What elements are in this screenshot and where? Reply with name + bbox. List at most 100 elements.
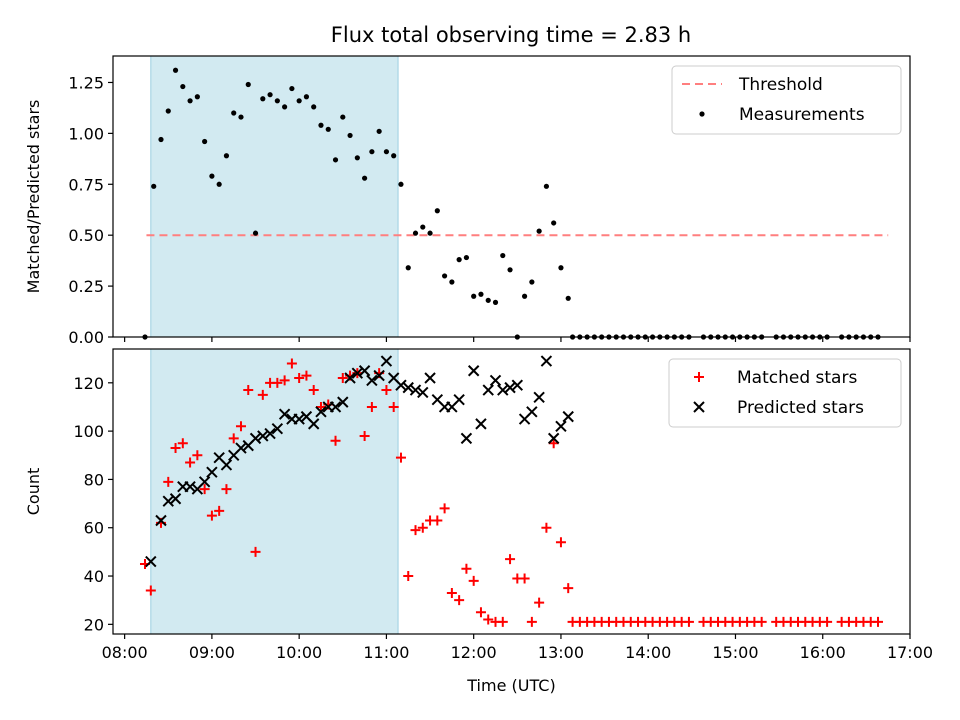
y-tick-label: 0.50 [68,226,104,245]
measurement-point [172,67,179,73]
predicted-star-point [351,367,364,379]
measurement-point [289,85,295,92]
matched-star-point [199,484,210,495]
measurement-point [151,183,157,189]
measurement-point [441,273,448,279]
matched-star-point [417,522,428,533]
matched-star-point [548,438,559,449]
measurement-point [274,98,280,104]
matched-star-point [683,616,694,627]
measurement-point [521,293,528,299]
measurement-point [267,92,273,98]
measurement-point [376,128,382,134]
measurement-point [231,110,237,116]
x-tick-label: 14:00 [625,643,671,662]
predicted-star-point [293,413,305,425]
measurement-point [296,98,302,104]
matched-star-point [235,421,246,432]
legend-entry-label: Predicted stars [737,398,864,418]
measurement-point [238,114,244,120]
legend-box [668,358,902,428]
matched-star-point [822,616,833,627]
y-tick-label: 1.00 [68,124,104,143]
x-tick-label: 17:00 [887,643,933,662]
predicted-star-point [424,372,436,384]
measurement-point [391,153,397,159]
predicted-star-point [482,384,494,396]
y-tick-label: 120 [73,374,104,393]
measurement-point [558,265,564,271]
measurement-point [158,136,164,143]
matched-star-point [272,377,283,388]
measurement-point [463,254,470,261]
matched-star-point [403,571,414,582]
measurement-point [325,126,331,132]
predicted-star-point [533,391,545,404]
predicted-star-point [380,355,393,367]
legend-entry-label: Matched stars [737,368,857,388]
observing-window-shade [150,55,399,338]
predicted-star-point [562,410,574,423]
measurement-point [420,224,426,230]
predicted-star-point [271,422,284,435]
measurement-point [478,291,484,297]
predicted-star-point [504,381,516,394]
x-tick-label: 16:00 [800,643,846,662]
predicted-star-point [540,355,553,367]
legend-matched-handle [694,372,704,382]
predicted-star-point [220,459,233,471]
measurement-point [311,104,317,110]
chart-title: Flux total observing time = 2.83 h [331,23,691,47]
measurement-point [303,94,310,100]
matched-star-point [395,452,406,463]
bottom-legend: Matched stars Predicted stars [668,358,902,428]
predicted-star-point [467,365,480,377]
predicted-star-point [257,430,269,442]
matched-star-point [519,573,530,584]
measurement-point [260,96,266,102]
legend-box [671,65,902,135]
matched-star-point [526,616,537,627]
matched-star-point [308,385,319,396]
top-axes-frame [112,55,911,338]
measurement-point [202,138,208,145]
x-tick-label: 13:00 [538,643,584,662]
matched-star-point [563,583,574,594]
matched-star-point [505,554,516,565]
matched-star-point [541,522,552,533]
matched-star-point [359,430,370,441]
matched-star-point [468,575,479,586]
measurement-point [165,108,171,114]
predicted-star-point [344,372,356,384]
matched-star-point [294,372,305,383]
x-tick-label: 12:00 [451,643,497,662]
x-tick-label: 11:00 [363,643,409,662]
predicted-star-point [206,466,218,478]
predicted-star-point [489,374,502,387]
matched-star-point [366,401,377,412]
y-axis-label: Matched/Predicted stars [24,100,43,294]
measurement-point [354,155,360,161]
matched-star-point [145,585,156,596]
measurement-point [529,279,535,285]
measurement-point [507,267,513,273]
matched-star-point [461,563,472,574]
predicted-star-point [373,369,385,382]
matched-star-point [192,450,203,461]
matched-star-point [163,476,174,487]
x-tick-label: 10:00 [276,643,322,662]
y-tick-label: 0.00 [68,328,104,347]
y-tick-label: 0.75 [68,175,104,194]
measurement-point [216,181,222,187]
matched-star-point [250,546,261,557]
measurement-point [471,293,477,299]
measurement-point [405,265,411,271]
predicted-star-point [278,408,291,420]
predicted-star-point [555,420,567,432]
matched-star-point [214,505,225,516]
series-predicted-stars [145,355,574,568]
measurement-point [180,83,186,90]
predicted-star-point [497,384,509,396]
predicted-star-point [526,406,538,418]
